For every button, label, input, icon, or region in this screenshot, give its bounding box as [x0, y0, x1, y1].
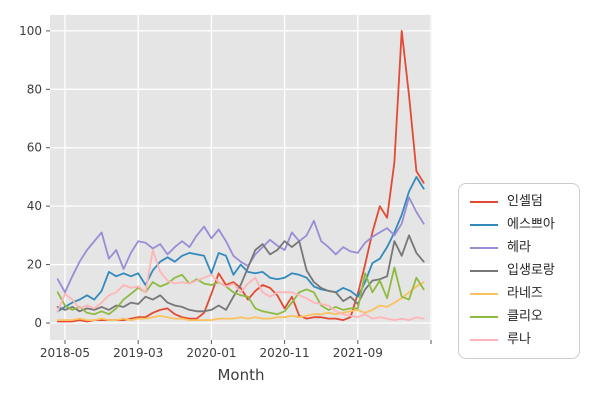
legend-item: 인셀덤	[470, 194, 568, 210]
x-tick-label: 2021-09	[333, 346, 383, 360]
legend-item: 에스쁘아	[470, 217, 568, 233]
series-line-클리오	[56, 266, 425, 316]
legend-swatch	[470, 293, 498, 295]
legend-swatch	[470, 270, 498, 272]
legend-item: 입생로랑	[470, 263, 568, 279]
legend-label: 입생로랑	[507, 263, 555, 278]
legend-label: 헤라	[507, 240, 531, 255]
legend-item: 헤라	[470, 240, 568, 256]
y-tick-label: 40	[27, 199, 42, 213]
legend-swatch	[470, 201, 498, 203]
legend-label: 인셀덤	[507, 194, 543, 209]
legend-item: 라네즈	[470, 286, 568, 302]
y-tick-label: 60	[27, 141, 42, 155]
legend-item: 루나	[470, 332, 568, 348]
legend-swatch	[470, 247, 498, 249]
legend-label: 클리오	[507, 309, 543, 324]
x-tick-label: 2019-03	[113, 346, 163, 360]
series-line-라네즈	[56, 281, 425, 322]
x-tick-label: 2020-01	[186, 346, 236, 360]
x-tick-label: 2018-05	[40, 346, 90, 360]
legend-swatch	[470, 224, 498, 226]
legend-swatch	[470, 316, 498, 318]
legend-swatch	[470, 339, 498, 341]
legend-label: 에스쁘아	[507, 217, 555, 232]
series-line-헤라	[56, 196, 425, 294]
y-tick-label: 100	[19, 24, 42, 38]
x-tick-label: 2020-11	[260, 346, 310, 360]
legend-item: 클리오	[470, 309, 568, 325]
legend-label: 라네즈	[507, 286, 543, 301]
legend-label: 루나	[507, 332, 531, 347]
y-tick-label: 20	[27, 258, 42, 272]
x-axis-label: Month	[217, 366, 265, 384]
y-tick-label: 80	[27, 82, 42, 96]
y-tick-label: 0	[34, 316, 42, 330]
series-line-루나	[56, 249, 425, 322]
